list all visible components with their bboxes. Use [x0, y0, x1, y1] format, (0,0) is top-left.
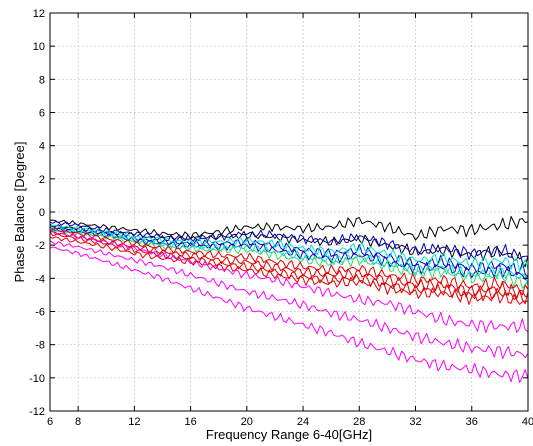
- y-tick-label: -6: [35, 307, 45, 319]
- y-tick-label: -8: [35, 340, 45, 352]
- y-tick-label: 8: [39, 74, 45, 86]
- y-tick-label: 0: [39, 207, 45, 219]
- series-line-8: [49, 229, 529, 289]
- y-tick-label: 2: [39, 174, 45, 186]
- series-line-12: [49, 236, 529, 305]
- y-tick-label: -2: [35, 240, 45, 252]
- series-line-11: [49, 231, 529, 305]
- series-line-15: [49, 246, 529, 383]
- y-tick-label: -12: [29, 406, 45, 418]
- series-line-14: [49, 240, 529, 360]
- series-group: [49, 216, 529, 383]
- x-tick-label: 12: [128, 416, 140, 428]
- series-line-10: [49, 231, 529, 299]
- x-tick-label: 16: [184, 416, 196, 428]
- series-line-9: [49, 227, 529, 296]
- tick-marks: [49, 12, 529, 412]
- series-line-13: [49, 230, 529, 333]
- x-tick-label: 40: [522, 416, 533, 428]
- x-tick-labels: 6 8 12 16 20 24 28 32 36 40: [47, 416, 533, 428]
- series-line-5: [49, 226, 529, 281]
- y-tick-label: 6: [39, 108, 45, 120]
- y-tick-label: -4: [35, 273, 45, 285]
- y-tick-label: 10: [33, 41, 45, 53]
- x-tick-label: 32: [409, 416, 421, 428]
- x-tick-label: 20: [241, 416, 253, 428]
- series-line-3: [49, 221, 529, 261]
- series-line-1: [49, 216, 529, 241]
- x-tick-label: 8: [75, 416, 81, 428]
- y-axis-title: Phase Balance [Degree]: [12, 142, 27, 283]
- x-tick-label: 36: [466, 416, 478, 428]
- x-tick-label: 6: [47, 416, 53, 428]
- y-tick-label: 4: [39, 141, 45, 153]
- x-tick-label: 24: [297, 416, 309, 428]
- x-axis-title: Frequency Range 6-40[GHz]: [206, 427, 372, 442]
- y-tick-label: -10: [29, 373, 45, 385]
- series-line-6: [49, 224, 529, 272]
- y-tick-labels: 12 10 8 6 4 2 0 -2 -4 -6 -8 -10 -12: [29, 8, 45, 418]
- y-tick-label: 12: [33, 8, 45, 20]
- x-tick-label: 28: [353, 416, 365, 428]
